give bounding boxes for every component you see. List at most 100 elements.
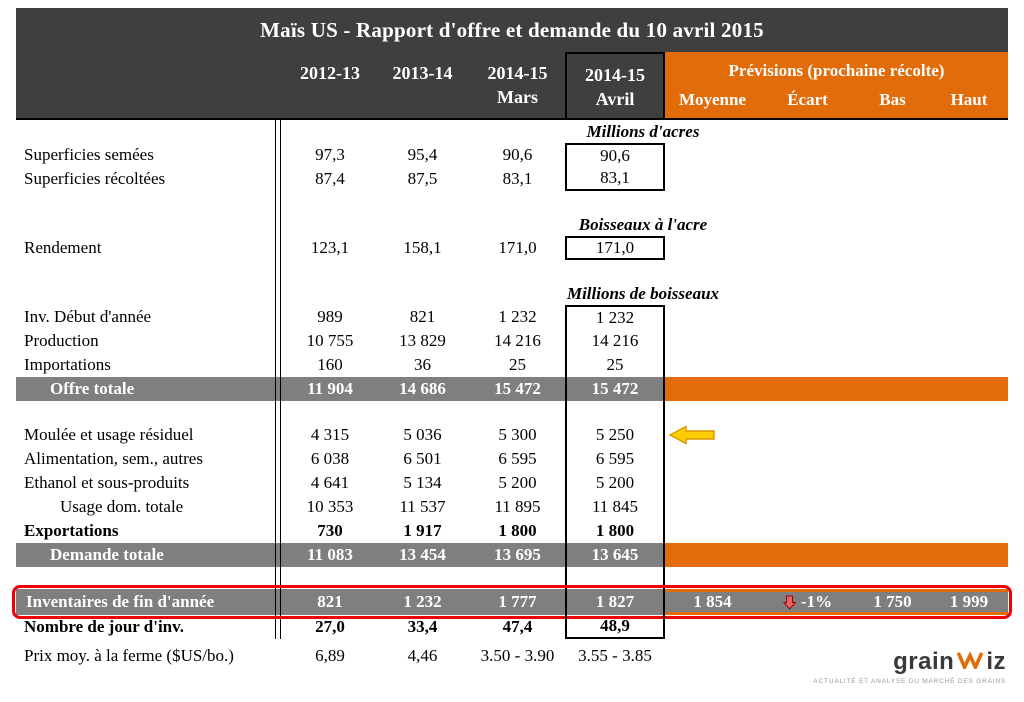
value-text: 1 827 (595, 592, 635, 611)
value-text: 11 895 (494, 497, 541, 516)
value-cell (285, 567, 375, 589)
value-cell: 11 537 (375, 495, 470, 519)
value-cell: 14 216 (565, 329, 665, 353)
page-title: Maïs US - Rapport d'offre et demande du … (260, 17, 764, 42)
row-label: Inventaires de fin d'année (16, 589, 271, 615)
previsions-cell (665, 353, 1008, 377)
table-row: Rendement 123,1 158,1 171,0 171,0 (16, 236, 1008, 260)
value-text: 171,0 (595, 238, 635, 257)
value-cell: 14 216 (470, 329, 565, 353)
value-cell (565, 401, 665, 423)
previsions-cell (665, 519, 1008, 543)
value-text: 4 315 (310, 425, 350, 444)
table-row: Ethanol et sous-produits 4 641 5 134 5 200 5… (16, 471, 1008, 495)
value-cell (565, 567, 665, 589)
row-label: Usage dom. totale (60, 497, 184, 516)
column-divider (271, 423, 285, 447)
value-text: 5 200 (595, 473, 635, 492)
value-cell: 25 (470, 353, 565, 377)
value-cell: 5 200 (470, 471, 565, 495)
column-divider (271, 543, 285, 567)
column-divider (271, 401, 285, 423)
value-cell (470, 213, 565, 236)
value-cell (470, 260, 565, 282)
value-cell (375, 401, 470, 423)
value-cell: 4 641 (285, 471, 375, 495)
value-text: 5 200 (498, 473, 537, 492)
table-row: Superficies récoltées 87,4 87,5 83,1 83,1 (16, 167, 1008, 191)
column-divider (271, 120, 285, 143)
previsions-cell (665, 471, 1008, 495)
value-cell: 821 (285, 589, 375, 615)
column-divider (271, 589, 285, 615)
value-cell (470, 567, 565, 589)
value-cell: 13 454 (375, 543, 470, 567)
previsions-cell (665, 120, 1008, 143)
column-divider (271, 519, 285, 543)
value-text: 158,1 (403, 238, 442, 257)
col-header-2014-15-mars: 2014-15 Mars (470, 52, 565, 118)
value-text: 13 454 (399, 545, 446, 564)
value-cell: 11 083 (285, 543, 375, 567)
value-text: 821 (409, 307, 436, 326)
unit-heading: Millions de boisseaux (566, 283, 720, 303)
row-label: Offre totale (16, 377, 271, 401)
table-body: Millions d'acres Superficies semées 97,3 95… (12, 118, 1012, 673)
col-header-2012-13: 2012-13 (285, 52, 375, 118)
value-cell: 14 686 (375, 377, 470, 401)
value-text: 87,5 (407, 169, 438, 188)
value-cell: 3.55 - 3.85 (565, 639, 665, 673)
header-label-spacer (16, 52, 271, 118)
table-row: Exportations 730 1 917 1 800 1 800 (16, 519, 1008, 543)
header-divider-spacer (271, 52, 285, 118)
logo-text-iz: iz (986, 648, 1006, 675)
row-label: Moulée et usage résiduel (24, 425, 194, 444)
value-text: 27,0 (315, 617, 345, 636)
value-cell: 10 353 (285, 495, 375, 519)
column-header-row: 2012-13 2013-14 2014-15 Mars 2014-15 Avr… (16, 52, 1008, 118)
value-cell: Millions de boisseaux (565, 282, 719, 305)
value-text: 83,1 (502, 169, 533, 188)
value-cell: 90,6 (470, 143, 565, 167)
table-row: Inventaires de fin d'année 821 1 232 1 777 1… (12, 585, 1012, 619)
previsions-header: Prévisions (prochaine récolte) Moyenne É… (665, 52, 1008, 118)
value-text: 13 645 (591, 545, 639, 564)
value-text: 11 083 (307, 545, 353, 564)
column-divider (271, 191, 285, 213)
value-text: 15 472 (591, 379, 639, 398)
callout-arrow (669, 425, 715, 445)
value-text: 13 829 (399, 331, 446, 350)
col-header-subtext: Avril (595, 89, 635, 109)
col-header-subtext: Mars (497, 87, 538, 107)
value-cell: 989 (285, 305, 375, 329)
unit-heading-row: Millions d'acres (16, 120, 1008, 143)
value-cell: 1 232 (470, 305, 565, 329)
row-label: Ethanol et sous-produits (24, 473, 190, 492)
column-divider (271, 447, 285, 471)
value-cell: 171,0 (565, 236, 665, 260)
value-cell: 6 595 (565, 447, 665, 471)
column-divider (271, 471, 285, 495)
value-cell (375, 191, 470, 213)
previsions-cell (665, 401, 1008, 423)
unit-heading: Millions d'acres (586, 121, 700, 141)
value-text: 821 (317, 592, 343, 611)
row-label (16, 213, 271, 236)
value-cell: 83,1 (565, 167, 665, 191)
value-cell: 11 895 (470, 495, 565, 519)
row-label: Production (24, 331, 99, 350)
value-text: 171,0 (498, 238, 537, 257)
value-text: 989 (317, 307, 343, 326)
value-text: 123,1 (310, 238, 350, 257)
prevision-ecart: -1% (760, 592, 855, 612)
grainwiz-logo: grain iz ACTUALITÉ ET ANALYSE DU MARCHÉ … (813, 648, 1006, 685)
previsions-cell (665, 567, 1008, 589)
value-text: 1 800 (595, 521, 635, 540)
value-text: 11 904 (307, 379, 353, 398)
value-text: 3.50 - 3.90 (480, 646, 555, 665)
col-header-haut: Haut (950, 90, 988, 109)
value-cell: 1 232 (565, 305, 665, 329)
value-text: 87,4 (315, 169, 345, 188)
value-cell: 97,3 (285, 143, 375, 167)
value-cell: 1 800 (565, 519, 665, 543)
